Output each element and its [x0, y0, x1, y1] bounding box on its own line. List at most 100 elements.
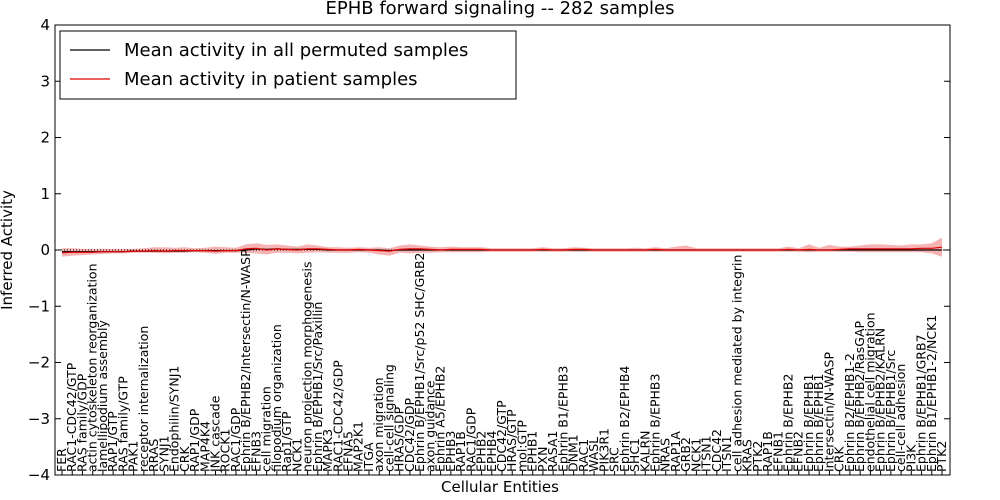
x-category-label: Ephrin B/EPHB2: [781, 374, 796, 472]
chart-title: EPHB forward signaling -- 282 samples: [326, 0, 675, 19]
x-category-label: endothelial cell migration: [862, 312, 877, 472]
x-category-label: cell adhesion mediated by integrin: [729, 255, 744, 472]
y-tick-label: 2: [40, 129, 50, 147]
x-category-label: RAC1/GDP: [463, 407, 478, 472]
x-category-label: axon guidance: [422, 380, 437, 472]
x-category-label: MAP2K1: [351, 421, 366, 472]
x-category-label: FER: [54, 448, 69, 472]
x-category-label: Ephrin A5/EPHB2: [433, 366, 448, 472]
x-category-label: Ephrin B1/EPHB3: [555, 366, 570, 472]
series-line-layer: [61, 246, 943, 254]
x-category-label: Ephrin B/EPHB2/KALRN: [873, 328, 888, 472]
y-tick-label: −2: [28, 354, 50, 372]
x-category-label: EPHB1: [525, 431, 540, 472]
x-category-label: Ephrin B/EPHB1: [811, 374, 826, 472]
x-category-label: DNM1: [566, 434, 581, 472]
x-category-label: receptor internalization: [136, 326, 151, 472]
x-category-label: GRB2: [678, 437, 693, 472]
x-category-label: Ephrin B/EPHB1/GRB7: [914, 334, 929, 472]
x-category-label: ITGA: [361, 442, 376, 472]
x-category-label: CDC42/GTP: [494, 400, 509, 472]
x-category-label: RASA1: [545, 431, 560, 472]
x-category-label: ITSN1: [719, 435, 734, 472]
x-category-label: SYNJ1: [156, 435, 171, 472]
y-tick-label: 1: [40, 185, 50, 203]
x-category-label: Endophilin/SYNJ1: [167, 366, 182, 472]
y-tick-label: 0: [40, 241, 50, 259]
x-category-label: RAS family/GTP: [115, 376, 130, 472]
x-category-label: CRK: [832, 446, 847, 472]
x-category-label: CDC42: [709, 429, 724, 472]
y-axis-label: Inferred Activity: [0, 190, 16, 310]
x-category-label: Ephrin B1/EPHB1-2/NCK1: [924, 315, 939, 472]
x-category-label: RAP1A: [668, 431, 683, 472]
y-tick-label: −4: [28, 466, 50, 484]
x-category-label: cell migration: [259, 386, 274, 472]
legend-label-permuted: Mean activity in all permuted samples: [124, 40, 468, 61]
x-category-label: PIK3R1: [596, 428, 611, 472]
x-category-label: EPHB4: [484, 431, 499, 472]
x-category-label: NCK1: [289, 438, 304, 472]
x-category-label: SHC1: [627, 438, 642, 472]
x-category-label: Intersectin/N-WASP: [821, 352, 836, 472]
x-category-label: SRC: [607, 447, 622, 472]
series-line-patient: [61, 246, 943, 254]
x-category-label: filopodium organization: [269, 324, 284, 472]
x-category-label: cell-cell adhesion: [893, 364, 908, 472]
x-category-label: Rap1/GTP: [279, 411, 294, 472]
x-category-label: PTK2: [934, 441, 949, 472]
x-category-label: Ephrin B/EPHB1/Src/p52 SHC/GRB2: [412, 253, 427, 473]
x-category-label: RAC1/GDP: [228, 407, 243, 472]
x-category-label: Ephrin B/EPHB2/Intersectin/N-WASP: [238, 249, 253, 472]
legend-label-patient: Mean activity in patient samples: [124, 69, 418, 90]
x-category-label: Ephrin B2/EPHB4: [617, 366, 632, 472]
x-category-label: EFNB3: [248, 431, 263, 472]
y-tick-label: −1: [28, 297, 50, 315]
y-axis: −4 −3 −2 −1 0 1 2 3 4: [28, 16, 950, 484]
x-category-label: RAP1B: [760, 431, 775, 472]
x-category-label: RAC1-CDC42/GDP: [330, 360, 345, 472]
x-category-label: cell-cell signaling: [381, 364, 396, 472]
x-category-label: PTK2: [750, 441, 765, 472]
legend: Mean activity in all permuted samples Me…: [59, 30, 517, 100]
x-category-label: KRAS: [740, 439, 755, 472]
legend-box: [59, 30, 517, 100]
x-category-label: neuron projection morphogenesis: [300, 261, 315, 472]
x-category-label: Ephrin B/EPHB1/Src/Paxillin: [310, 302, 325, 472]
x-category-label: RAC1: [576, 439, 591, 472]
x-category-label: HRAS/GDP: [392, 406, 407, 472]
x-category-label: EFNB1: [770, 431, 785, 472]
x-category-label: RAC1-CDC42/GTP: [64, 362, 79, 472]
x-category-label: RAS family/GDP: [75, 373, 90, 472]
x-category-label: JNK cascade: [208, 395, 223, 473]
x-category-label: EPHB3: [443, 431, 458, 472]
x-category-label: NCK1: [688, 438, 703, 472]
x-category-label: RAP1/GDP: [187, 408, 202, 472]
x-category-label: MAPK3: [320, 429, 335, 472]
x-category-label: Ephrin B/EPHB1: [801, 374, 816, 472]
x-category-label: Ephrin B/EPHB2/RasGAP: [852, 321, 867, 472]
patient-confidence-band: [62, 237, 942, 257]
x-axis-label: Cellular Entities: [441, 478, 559, 496]
x-category-label: KALRN: [637, 430, 652, 472]
x-category-label: ITSN1: [699, 435, 714, 472]
y-tick-label: 4: [40, 16, 50, 34]
x-category-label: Ephrin B/EPHB1/Src: [883, 350, 898, 472]
x-category-label: PXN: [535, 447, 550, 472]
x-category-label: lamellipodium assembly: [95, 320, 110, 472]
x-category-label: EFNB2: [791, 431, 806, 472]
x-category-label: PAK1: [126, 441, 141, 472]
x-category-label: axon migration: [371, 377, 386, 472]
x-category-label: RAP1B: [453, 431, 468, 472]
x-category-label: NRAS: [658, 438, 673, 472]
x-category-label: EPHB2: [474, 431, 489, 472]
x-category-label: ROCK1: [218, 429, 233, 472]
x-category-label: PI3K: [903, 444, 918, 472]
x-category-label: MAP4K4: [197, 421, 212, 472]
x-category-label: actin cytoskeleton reorganization: [85, 263, 100, 472]
x-category-label: WASL: [586, 437, 601, 472]
x-category-label: Ephrin B2/EPHB1-2: [842, 353, 857, 472]
x-category-label: EFNA5: [341, 431, 356, 472]
